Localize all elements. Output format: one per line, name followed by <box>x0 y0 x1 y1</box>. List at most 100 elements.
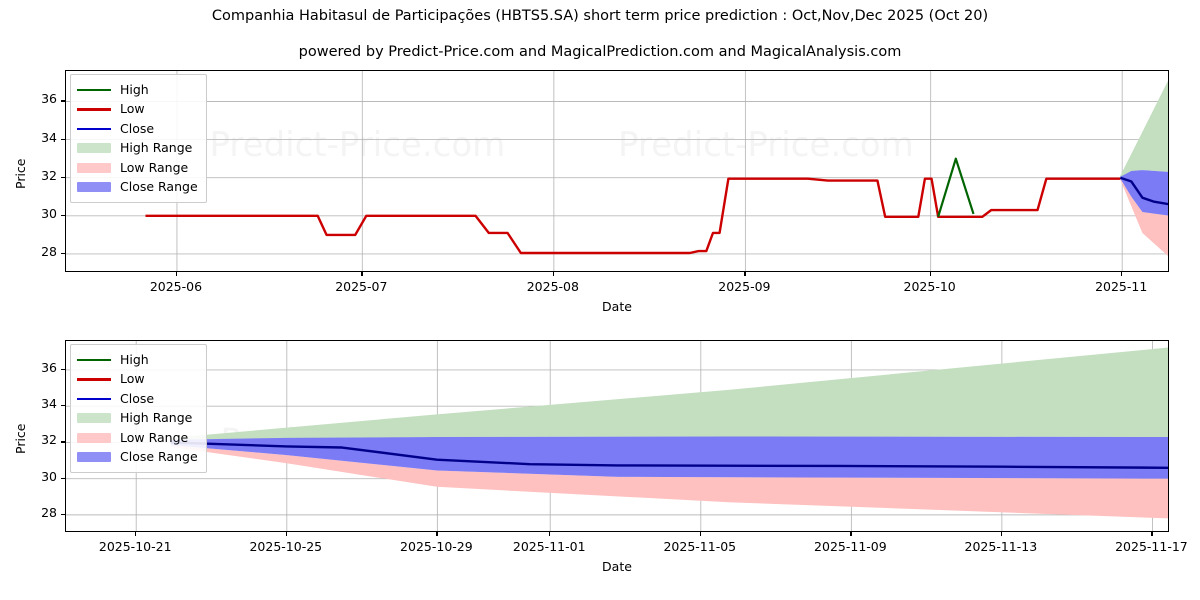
page-subtitle: powered by Predict-Price.com and Magical… <box>298 44 902 60</box>
legend-item-label: Low <box>120 371 145 387</box>
y-tick-mark <box>61 513 65 516</box>
legend-patch-swatch-icon <box>77 451 111 463</box>
historical-high-line <box>937 157 975 218</box>
x-tick-label: 2025-11-05 <box>663 539 737 554</box>
close-range-band <box>170 436 1168 479</box>
forecast-close-line <box>1119 176 1168 206</box>
legend-item-label: High <box>120 81 149 97</box>
y-tick-label: 30 <box>41 205 57 221</box>
x-tick-mark <box>436 532 438 536</box>
low-range-band <box>1120 178 1168 256</box>
legend-patch-swatch-icon <box>77 162 111 174</box>
y-tick-mark <box>61 138 65 140</box>
high-range-band <box>170 347 1168 440</box>
x-tick-mark <box>1151 532 1153 536</box>
y-tick-mark <box>61 214 65 217</box>
x-tick-mark <box>175 272 178 276</box>
legend-item-close[interactable]: Close <box>77 119 198 139</box>
x-tick-label: 2025-09 <box>718 279 771 294</box>
legend-item-low-range[interactable]: Low Range <box>77 428 198 448</box>
y-tick-label: 34 <box>41 396 57 412</box>
top-chart-svg: Predict-Price.com Predict-Price.com <box>66 71 1168 271</box>
legend-item-label: Close <box>120 390 155 406</box>
legend-item-close-range[interactable]: Close Range <box>77 448 198 468</box>
watermark: Predict-Price.com <box>210 125 506 165</box>
historical-low-line <box>145 177 1121 255</box>
legend-item-label: High Range <box>120 140 193 156</box>
x-tick-mark <box>361 272 363 276</box>
bottom-y-axis-label: Price <box>13 423 28 455</box>
top-x-axis-label: Date <box>602 299 632 314</box>
x-tick-label: 2025-06 <box>149 279 203 294</box>
y-tick-mark <box>61 405 65 407</box>
legend-item-low[interactable]: Low <box>77 100 198 120</box>
top-y-axis-label: Price <box>13 158 28 190</box>
x-tick-label: 2025-11-17 <box>1115 539 1188 554</box>
y-tick-label: 36 <box>41 91 57 107</box>
x-tick-label: 2025-11-09 <box>814 539 887 554</box>
x-tick-mark <box>744 272 746 276</box>
x-tick-label: 2025-11-01 <box>512 539 586 554</box>
page-title: Companhia Habitasul de Participações (HB… <box>211 8 989 24</box>
y-tick-mark <box>61 100 65 102</box>
y-tick-label: 28 <box>41 504 57 520</box>
low-range-band <box>170 445 1168 519</box>
x-tick-label: 2025-11 <box>1095 279 1148 294</box>
legend-item-low[interactable]: Low <box>77 370 198 390</box>
y-tick-label: 32 <box>41 432 57 448</box>
y-tick-label: 32 <box>41 167 57 183</box>
legend-item-close-range[interactable]: Close Range <box>77 178 198 198</box>
legend-item-label: Low Range <box>120 159 189 175</box>
legend-item-low-range[interactable]: Low Range <box>77 158 198 178</box>
legend-patch-swatch-icon <box>77 432 111 444</box>
legend-item-high-range[interactable]: High Range <box>77 139 198 159</box>
x-tick-mark <box>1121 272 1123 276</box>
x-tick-label: 2025-07 <box>335 279 388 294</box>
legend-item-label: Close Range <box>120 179 198 195</box>
x-tick-mark <box>549 532 551 536</box>
legend-item-high[interactable]: High <box>77 350 198 370</box>
y-tick-label: 36 <box>41 359 57 375</box>
legend-item-high-range[interactable]: High Range <box>77 409 198 429</box>
x-tick-mark <box>929 272 931 276</box>
legend-item-label: Close <box>120 120 155 136</box>
y-tick-mark <box>61 252 65 255</box>
high-range-band <box>1120 80 1168 178</box>
x-tick-mark <box>552 272 555 276</box>
legend-item-label: High <box>120 351 149 367</box>
top-legend: High Low Close High Range Low Range Close Ran… <box>70 74 207 203</box>
legend-line-swatch-icon <box>77 123 111 135</box>
x-tick-label: 2025-11-13 <box>964 539 1038 554</box>
forecast-close-line <box>170 441 1168 469</box>
legend-patch-swatch-icon <box>77 181 111 193</box>
x-tick-mark <box>135 532 137 536</box>
x-tick-mark <box>850 532 852 536</box>
y-tick-label: 34 <box>41 129 57 145</box>
x-tick-label: 2025-10-21 <box>98 539 172 554</box>
legend-item-close[interactable]: Close <box>77 389 198 409</box>
legend-patch-swatch-icon <box>77 412 111 424</box>
legend-item-high[interactable]: High <box>77 80 198 100</box>
y-tick-mark <box>61 477 65 479</box>
y-tick-mark <box>61 441 65 443</box>
legend-line-swatch-icon <box>77 354 111 366</box>
legend-line-swatch-icon <box>77 103 111 115</box>
x-tick-label: 2025-10-25 <box>249 539 323 554</box>
legend-line-swatch-icon <box>77 84 111 96</box>
y-tick-mark <box>61 368 65 371</box>
legend-patch-swatch-icon <box>77 142 111 154</box>
y-tick-mark <box>61 176 65 178</box>
legend-line-swatch-icon <box>77 373 111 385</box>
x-tick-label: 2025-10-29 <box>400 539 473 554</box>
legend-item-label: Close Range <box>120 449 198 465</box>
watermark: Predict-Price.com <box>618 125 914 165</box>
x-tick-label: 2025-10 <box>903 279 956 294</box>
legend-item-label: High Range <box>120 410 193 426</box>
x-tick-mark <box>285 532 287 536</box>
legend-line-swatch-icon <box>77 393 111 405</box>
legend-item-label: Low Range <box>120 429 189 445</box>
legend-item-label: Low <box>120 101 145 117</box>
